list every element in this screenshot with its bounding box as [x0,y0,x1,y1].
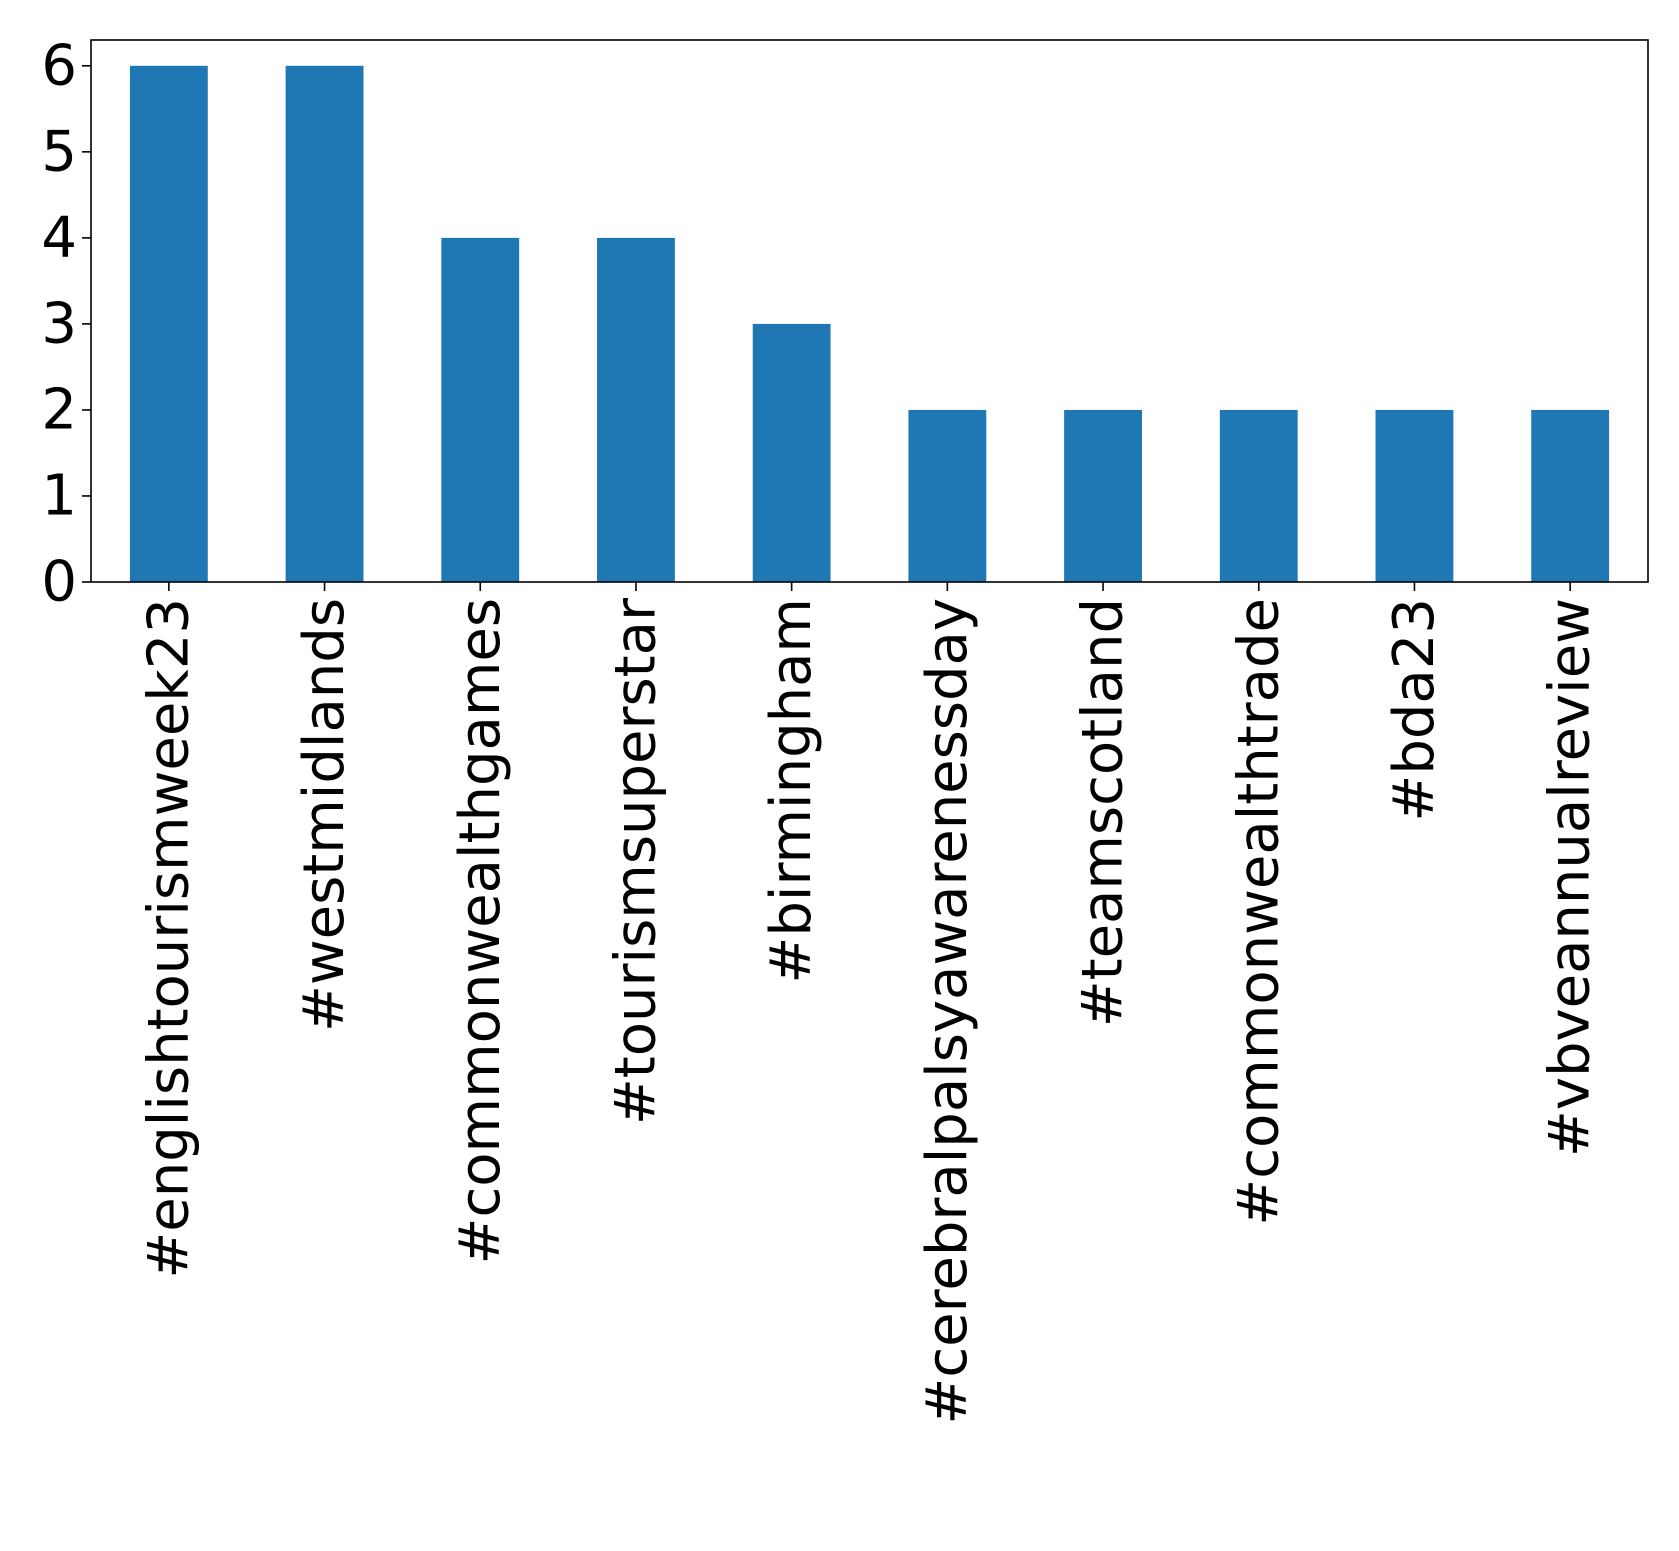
y-tick-label: 2 [41,377,77,442]
x-tick-label: #commonwealthgames [448,598,513,1264]
bar-vbveannualreview [1531,409,1610,582]
x-tick-label: #teamscotland [1071,598,1136,1027]
y-tick-label: 3 [41,291,77,356]
bar-tourismsuperstar [597,237,675,582]
bar-commonwealthgames [441,237,520,582]
x-tick-label: #bda23 [1382,598,1447,822]
bars-group [129,65,1610,583]
y-tick-label: 1 [41,463,77,528]
y-tick-label: 5 [41,119,77,184]
bar-westmidlands [285,65,364,583]
y-tick-label: 6 [41,33,77,98]
x-tick-label: #tourismsuperstar [603,597,668,1125]
y-tick-label: 4 [41,205,77,270]
x-tick-label: #westmidlands [292,598,357,1032]
y-tick-label: 0 [41,550,77,615]
bar-birmingham [752,323,831,582]
bar-cerebralpalsyawarenessday [908,409,987,582]
x-tick-label: #englishtourismweek23 [136,598,201,1279]
plot-frame [90,39,1649,583]
y-axis: 0 1 2 3 4 5 6 [41,33,91,615]
x-tick-label: #birmingham [759,598,824,984]
bar-commonwealthtrade [1219,409,1298,582]
x-tick-label: #cerebralpalsyawarenessday [915,598,980,1425]
x-tick-label: #commonwealthtrade [1226,598,1291,1226]
x-axis: #englishtourismweek23 #westmidlands #commo… [136,582,1603,1425]
x-tick-label: #vbveannualreview [1538,598,1603,1157]
bar-englishtourismweek23 [129,65,208,583]
bar-bda23 [1375,409,1454,582]
bar-teamscotland [1064,409,1142,582]
